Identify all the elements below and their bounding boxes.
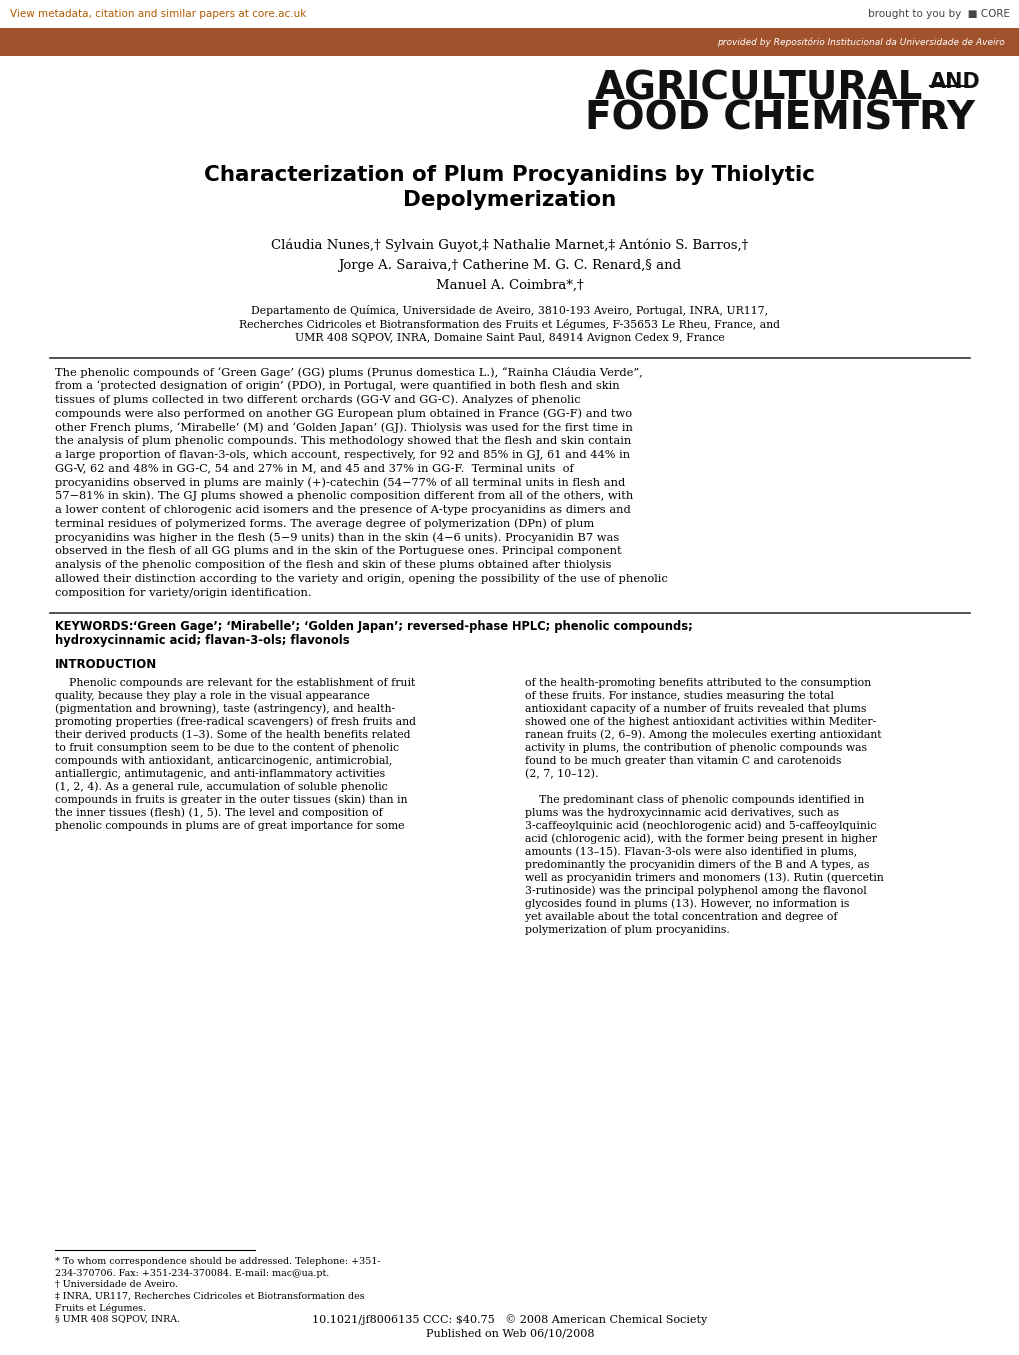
Text: phenolic compounds in plums are of great importance for some: phenolic compounds in plums are of great… [55,821,405,831]
Text: a lower content of chlorogenic acid isomers and the presence of A-type procyanid: a lower content of chlorogenic acid isom… [55,505,630,515]
Text: 234-370706. Fax: +351-234-370084. E-mail: mac@ua.pt.: 234-370706. Fax: +351-234-370084. E-mail… [55,1270,329,1278]
Text: antioxidant capacity of a number of fruits revealed that plums: antioxidant capacity of a number of frui… [525,703,865,714]
Text: composition for variety/origin identification.: composition for variety/origin identific… [55,588,312,598]
Text: § UMR 408 SQPOV, INRA.: § UMR 408 SQPOV, INRA. [55,1314,180,1324]
Text: (1, 2, 4). As a general rule, accumulation of soluble phenolic: (1, 2, 4). As a general rule, accumulati… [55,782,387,791]
Text: glycosides found in plums (13). However, no information is: glycosides found in plums (13). However,… [525,898,849,909]
Text: (pigmentation and browning), taste (astringency), and health-: (pigmentation and browning), taste (astr… [55,703,394,714]
Text: Published on Web 06/10/2008: Published on Web 06/10/2008 [425,1329,594,1339]
Text: allowed their distinction according to the variety and origin, opening the possi: allowed their distinction according to t… [55,575,667,584]
Text: polymerization of plum procyanidins.: polymerization of plum procyanidins. [525,924,729,935]
Text: amounts (13–15). Flavan-3-ols were also identified in plums,: amounts (13–15). Flavan-3-ols were also … [525,847,856,856]
Text: UMR 408 SQPOV, INRA, Domaine Saint Paul, 84914 Avignon Cedex 9, France: UMR 408 SQPOV, INRA, Domaine Saint Paul,… [294,333,725,343]
Text: compounds were also performed on another GG European plum obtained in France (GG: compounds were also performed on another… [55,408,632,419]
Text: predominantly the procyanidin dimers of the B and A types, as: predominantly the procyanidin dimers of … [525,859,868,870]
Text: well as procyanidin trimers and monomers (13). Rutin (quercetin: well as procyanidin trimers and monomers… [525,873,882,883]
Text: View metadata, citation and similar papers at core.ac.uk: View metadata, citation and similar pape… [10,9,306,19]
Text: found to be much greater than vitamin C and carotenoids: found to be much greater than vitamin C … [525,756,841,766]
Text: yet available about the total concentration and degree of: yet available about the total concentrat… [525,912,837,921]
Text: antiallergic, antimutagenic, and anti-inflammatory activities: antiallergic, antimutagenic, and anti-in… [55,768,385,779]
Text: KEYWORDS:: KEYWORDS: [55,621,133,633]
Text: of the health-promoting benefits attributed to the consumption: of the health-promoting benefits attribu… [525,678,870,687]
Text: their derived products (1–3). Some of the health benefits related: their derived products (1–3). Some of th… [55,729,410,740]
Text: a large proportion of flavan-3-ols, which account, respectively, for 92 and 85% : a large proportion of flavan-3-ols, whic… [55,450,630,459]
Text: Characterization of Plum Procyanidins by Thiolytic: Characterization of Plum Procyanidins by… [204,165,815,186]
Text: activity in plums, the contribution of phenolic compounds was: activity in plums, the contribution of p… [525,743,866,752]
Text: Fruits et Légumes.: Fruits et Légumes. [55,1304,146,1313]
Text: Cláudia Nunes,† Sylvain Guyot,‡ Nathalie Marnet,‡ António S. Barros,†: Cláudia Nunes,† Sylvain Guyot,‡ Nathalie… [271,238,748,252]
Text: 3-rutinoside) was the principal polyphenol among the flavonol: 3-rutinoside) was the principal polyphen… [525,885,866,896]
Text: acid (chlorogenic acid), with the former being present in higher: acid (chlorogenic acid), with the former… [525,833,876,844]
Text: analysis of the phenolic composition of the flesh and skin of these plums obtain: analysis of the phenolic composition of … [55,560,611,570]
Text: the analysis of plum phenolic compounds. This methodology showed that the flesh : the analysis of plum phenolic compounds.… [55,436,631,446]
Text: Jorge A. Saraiva,† Catherine M. G. C. Renard,§ and: Jorge A. Saraiva,† Catherine M. G. C. Re… [338,259,681,271]
Bar [0,28,1019,56]
Text: † Universidade de Aveiro.: † Universidade de Aveiro. [55,1280,178,1290]
Text: Recherches Cidricoles et Biotransformation des Fruits et Légumes, F-35653 Le Rhe: Recherches Cidricoles et Biotransformati… [239,318,780,329]
Text: GG-V, 62 and 48% in GG-C, 54 and 27% in M, and 45 and 37% in GG-F.  Terminal uni: GG-V, 62 and 48% in GG-C, 54 and 27% in … [55,463,574,474]
Text: compounds with antioxidant, anticarcinogenic, antimicrobial,: compounds with antioxidant, anticarcinog… [55,756,392,766]
Text: promoting properties (free-radical scavengers) of fresh fruits and: promoting properties (free-radical scave… [55,717,416,726]
Text: brought to you by  ■ CORE: brought to you by ■ CORE [867,9,1009,19]
Text: plums was the hydroxycinnamic acid derivatives, such as: plums was the hydroxycinnamic acid deriv… [525,808,839,817]
Text: 3-caffeoylquinic acid (neochlorogenic acid) and 5-caffeoylquinic: 3-caffeoylquinic acid (neochlorogenic ac… [525,820,875,831]
Text: Manuel A. Coimbra*,†: Manuel A. Coimbra*,† [436,279,583,291]
Text: The predominant class of phenolic compounds identified in: The predominant class of phenolic compou… [525,794,863,805]
Text: ‡ INRA, UR117, Recherches Cidricoles et Biotransformation des: ‡ INRA, UR117, Recherches Cidricoles et … [55,1293,364,1301]
Text: AND: AND [929,72,980,92]
Text: Phenolic compounds are relevant for the establishment of fruit: Phenolic compounds are relevant for the … [55,678,415,687]
Text: the inner tissues (flesh) (1, 5). The level and composition of: the inner tissues (flesh) (1, 5). The le… [55,808,382,818]
Text: ‘Green Gage’; ‘Mirabelle’; ‘Golden Japan’; reversed-phase HPLC; phenolic compoun: ‘Green Gage’; ‘Mirabelle’; ‘Golden Japan… [125,621,692,633]
Text: procyanidins was higher in the flesh (5−9 units) than in the skin (4−6 units). P: procyanidins was higher in the flesh (5−… [55,533,619,543]
Text: procyanidins observed in plums are mainly (+)-catechin (54−77% of all terminal u: procyanidins observed in plums are mainl… [55,477,625,488]
Text: of these fruits. For instance, studies measuring the total: of these fruits. For instance, studies m… [525,691,834,701]
Text: showed one of the highest antioxidant activities within Mediter-: showed one of the highest antioxidant ac… [525,717,875,726]
Text: Departamento de Química, Universidade de Aveiro, 3810-193 Aveiro, Portugal, INRA: Departamento de Química, Universidade de… [252,305,767,316]
Text: compounds in fruits is greater in the outer tissues (skin) than in: compounds in fruits is greater in the ou… [55,794,408,805]
Text: The phenolic compounds of ‘Green Gage’ (GG) plums (Prunus domestica L.), “Rainha: The phenolic compounds of ‘Green Gage’ (… [55,366,642,378]
Text: other French plums, ‘Mirabelle’ (M) and ‘Golden Japan’ (GJ). Thiolysis was used : other French plums, ‘Mirabelle’ (M) and … [55,421,632,432]
Text: from a ‘protected designation of origin’ (PDO), in Portugal, were quantified in : from a ‘protected designation of origin’… [55,381,619,392]
Text: INTRODUCTION: INTRODUCTION [55,659,157,671]
Text: FOOD CHEMISTRY: FOOD CHEMISTRY [585,99,974,137]
Text: quality, because they play a role in the visual appearance: quality, because they play a role in the… [55,691,370,701]
Text: (2, 7, 10–12).: (2, 7, 10–12). [525,768,598,779]
Text: * To whom correspondence should be addressed. Telephone: +351-: * To whom correspondence should be addre… [55,1257,380,1267]
Text: 10.1021/jf8006135 CCC: $40.75   © 2008 American Chemical Society: 10.1021/jf8006135 CCC: $40.75 © 2008 Ame… [312,1314,707,1325]
Text: tissues of plums collected in two different orchards (GG-V and GG-C). Analyzes o: tissues of plums collected in two differ… [55,394,580,405]
Text: to fruit consumption seem to be due to the content of phenolic: to fruit consumption seem to be due to t… [55,743,398,752]
Text: hydroxycinnamic acid; flavan-3-ols; flavonols: hydroxycinnamic acid; flavan-3-ols; flav… [55,634,350,648]
Text: 57−81% in skin). The GJ plums showed a phenolic composition different from all o: 57−81% in skin). The GJ plums showed a p… [55,491,633,501]
Text: terminal residues of polymerized forms. The average degree of polymerization (DP: terminal residues of polymerized forms. … [55,519,594,528]
Text: Depolymerization: Depolymerization [403,190,616,210]
Text: provided by Repositório Institucional da Universidade de Aveiro: provided by Repositório Institucional da… [716,37,1004,47]
Text: ranean fruits (2, 6–9). Among the molecules exerting antioxidant: ranean fruits (2, 6–9). Among the molecu… [525,729,880,740]
Text: AGRICULTURAL: AGRICULTURAL [594,69,922,107]
Text: observed in the flesh of all GG plums and in the skin of the Portuguese ones. Pr: observed in the flesh of all GG plums an… [55,546,621,557]
